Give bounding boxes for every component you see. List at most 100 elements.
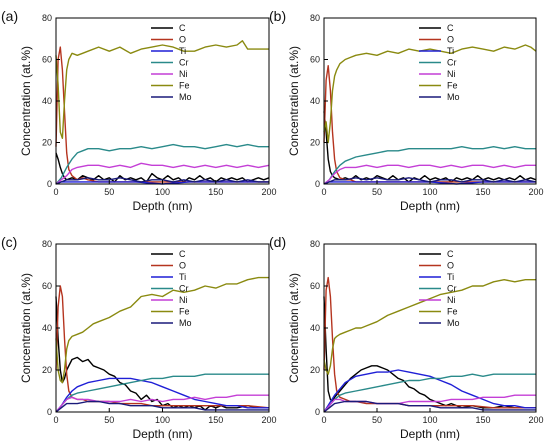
legend-label-mo: Mo (447, 318, 460, 328)
series-line-o (55, 46, 269, 183)
legend-label-o: O (447, 261, 454, 271)
chart-panel: 0 50 100 150 200 0 20 40 60 80 Depth (nm) Concentra… (269, 234, 544, 441)
panel-label: (d) (269, 234, 286, 250)
series-line-mo (55, 177, 269, 185)
legend-label-cr: Cr (179, 58, 189, 68)
series-line-c (323, 111, 537, 183)
series-line-cr (323, 373, 536, 413)
y-tick-label: 20 (310, 138, 320, 148)
y-tick-label: 40 (310, 323, 320, 333)
series-line-ni (323, 164, 536, 185)
y-tick-label: 80 (42, 239, 52, 249)
legend-label-c: C (447, 249, 454, 259)
y-tick-label: 60 (42, 55, 52, 65)
series-line-c (55, 296, 269, 411)
y-tick-label: 60 (310, 55, 320, 65)
x-tick-label: 200 (261, 415, 276, 425)
x-tick-label: 50 (104, 187, 114, 197)
y-tick-label: 80 (42, 13, 52, 23)
series-line-fe (55, 40, 269, 140)
y-tick-label: 0 (47, 407, 52, 417)
y-tick-label: 20 (42, 365, 52, 375)
series-line-ni (55, 162, 270, 185)
legend-label-o: O (179, 261, 186, 271)
series-line-cr (55, 143, 269, 185)
y-axis-label: Concentration (at.%) (19, 273, 33, 383)
legend-label-ti: Ti (179, 46, 186, 56)
legend-label-mo: Mo (179, 318, 192, 328)
x-tick-label: 200 (528, 187, 543, 197)
legend-label-fe: Fe (179, 81, 190, 91)
legend-label-mo: Mo (447, 92, 460, 102)
panel-label: (c) (1, 234, 17, 250)
y-tick-label: 0 (315, 407, 320, 417)
series-line-cr (55, 373, 269, 413)
series-line-ti (323, 369, 536, 413)
x-tick-label: 200 (528, 415, 543, 425)
legend-label-ti: Ti (447, 46, 454, 56)
chart-panel: 0 50 100 150 200 0 20 40 60 80 Depth (nm) Concentra… (269, 8, 544, 213)
series-line-o (323, 64, 536, 183)
series-line-mo (323, 177, 537, 185)
y-axis-label: Concentration (at.%) (19, 46, 33, 156)
x-tick-label: 150 (208, 415, 223, 425)
series-line-cr (323, 145, 536, 185)
x-tick-label: 100 (422, 187, 437, 197)
plot-frame (55, 17, 270, 185)
series-line-o (55, 285, 270, 409)
y-tick-label: 40 (42, 96, 52, 106)
y-axis-label: Concentration (at.%) (287, 46, 301, 156)
legend-label-fe: Fe (179, 307, 190, 317)
legend-label-o: O (447, 35, 454, 45)
series-line-ti (323, 181, 536, 185)
series-line-mo (323, 400, 536, 413)
legend-label-cr: Cr (447, 58, 457, 68)
x-tick-label: 50 (372, 415, 382, 425)
x-axis-label: Depth (nm) (400, 199, 460, 213)
legend-label-c: C (179, 249, 186, 259)
x-tick-label: 50 (104, 415, 114, 425)
x-tick-label: 0 (53, 415, 58, 425)
y-tick-label: 20 (310, 365, 320, 375)
series-line-fe (323, 44, 537, 144)
y-tick-label: 20 (42, 138, 52, 148)
legend-label-fe: Fe (447, 81, 458, 91)
panel-label: (b) (269, 8, 286, 24)
legend-label-o: O (179, 35, 186, 45)
legend-label-c: C (179, 23, 186, 33)
series-line-o (323, 276, 536, 409)
x-tick-label: 100 (422, 415, 437, 425)
y-tick-label: 60 (310, 281, 320, 291)
legend-label-ti: Ti (179, 272, 186, 282)
legend-label-ni: Ni (447, 295, 456, 305)
chart-panel: 0 50 100 150 200 0 20 40 60 80 Depth (nm) Concentra… (1, 8, 277, 213)
y-tick-label: 40 (310, 96, 320, 106)
x-tick-label: 150 (208, 187, 223, 197)
y-tick-label: 40 (42, 323, 52, 333)
legend-label-ti: Ti (447, 272, 454, 282)
legend-label-fe: Fe (447, 307, 458, 317)
x-axis-label: Depth (nm) (132, 199, 192, 213)
legend-label-ni: Ni (179, 295, 188, 305)
x-tick-label: 150 (475, 415, 490, 425)
series-line-mo (55, 400, 269, 413)
legend-label-ni: Ni (447, 69, 456, 79)
legend-label-cr: Cr (447, 284, 457, 294)
legend-label-mo: Mo (179, 92, 192, 102)
x-tick-label: 100 (155, 415, 170, 425)
y-tick-label: 0 (315, 179, 320, 189)
x-tick-label: 0 (321, 415, 326, 425)
y-tick-label: 0 (47, 179, 52, 189)
series-line-ni (323, 394, 536, 413)
legend-label-cr: Cr (179, 284, 189, 294)
x-tick-label: 0 (321, 187, 326, 197)
panel-label: (a) (1, 8, 18, 24)
x-tick-label: 0 (53, 187, 58, 197)
series-line-fe (55, 276, 269, 384)
legend-label-ni: Ni (179, 69, 188, 79)
series-line-fe (323, 279, 536, 375)
x-tick-label: 200 (261, 187, 276, 197)
x-axis-label: Depth (nm) (132, 427, 192, 441)
chart-panel: 0 50 100 150 200 0 20 40 60 80 Depth (nm) Concentra… (1, 234, 277, 441)
